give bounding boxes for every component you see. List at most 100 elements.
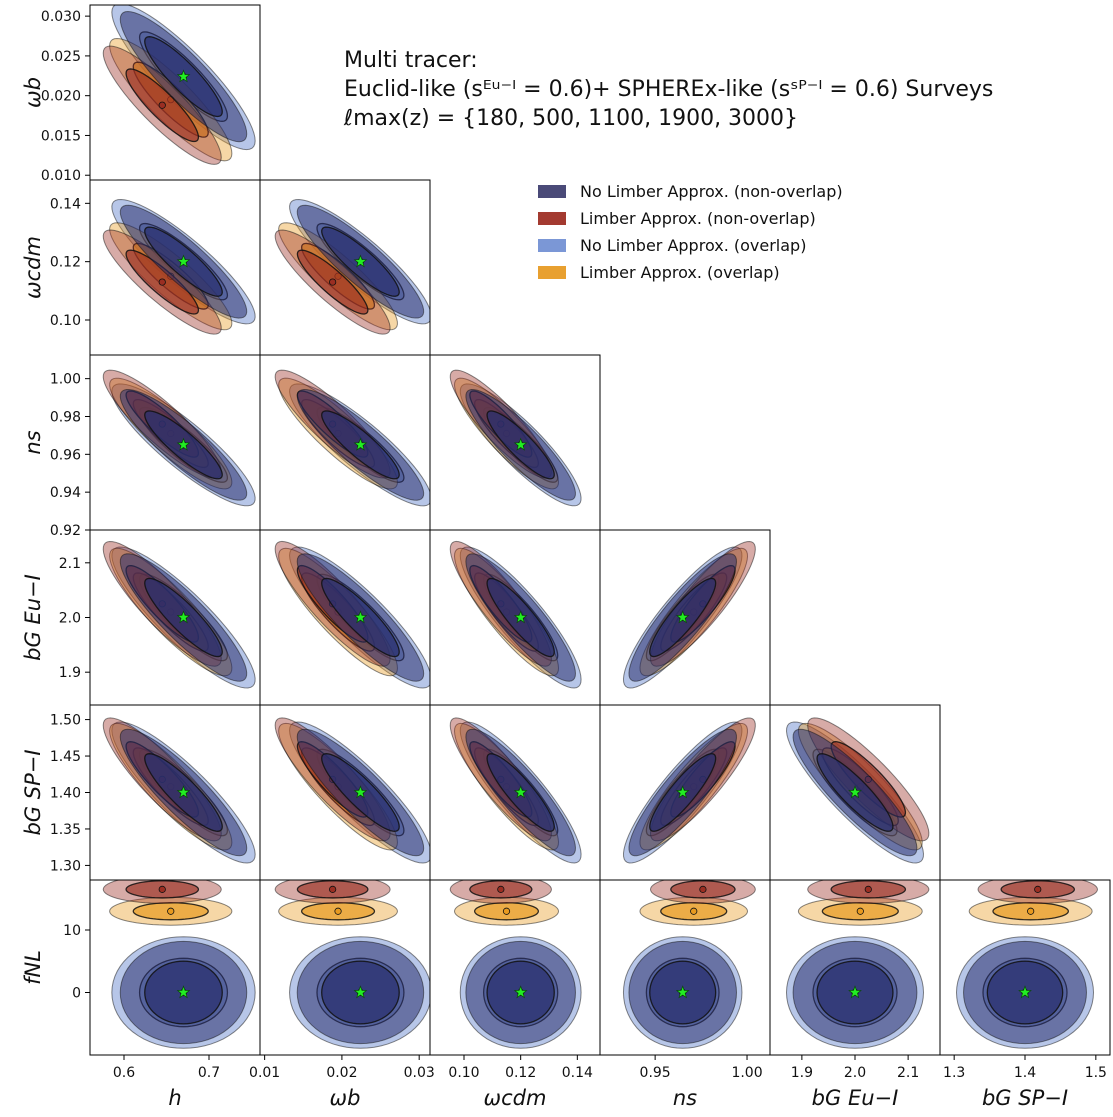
- x-tick-label: 1.4: [1014, 1065, 1036, 1081]
- y-tick-label: 0.010: [41, 168, 81, 184]
- y-tick-label: 1.00: [50, 372, 81, 388]
- y-tick-label: 0.12: [50, 255, 81, 271]
- y-axis-label: ωcdm: [21, 236, 45, 299]
- legend-swatch: [538, 185, 566, 198]
- x-axis-label: ωcdm: [484, 1086, 547, 1110]
- y-tick-label: 0.10: [50, 313, 81, 329]
- panel-omega_b-omega_cdm: [274, 198, 430, 335]
- x-tick-label: 2.1: [897, 1065, 919, 1081]
- fiducial-star: [176, 254, 191, 268]
- x-axis-label: h: [168, 1086, 181, 1110]
- series-center-point: [158, 278, 166, 286]
- legend-item: No Limber Approx. (overlap): [538, 232, 843, 259]
- panel-b_G_Eu-b_G_SP: [786, 717, 930, 864]
- figure-title: Multi tracer: Euclid-like (sᴱᵘ⁻ᴵ = 0.6)+…: [344, 46, 993, 133]
- panel-b_G_Eu-f_NL: [785, 880, 930, 1049]
- y-tick-label: 1.30: [50, 858, 81, 874]
- fiducial-star: [513, 985, 528, 999]
- legend: No Limber Approx. (non-overlap) Limber A…: [538, 178, 843, 286]
- legend-label: Limber Approx. (non-overlap): [580, 209, 816, 228]
- fiducial-star: [353, 437, 368, 451]
- fiducial-star: [353, 985, 368, 999]
- title-line-3: ℓmax(z) = {180, 500, 1100, 1900, 3000}: [344, 106, 799, 131]
- x-tick-label: 0.01: [249, 1065, 280, 1081]
- legend-item: No Limber Approx. (non-overlap): [538, 178, 843, 205]
- legend-label: Limber Approx. (overlap): [580, 263, 780, 282]
- y-tick-label: 2.0: [59, 611, 81, 627]
- series-center-point: [497, 885, 505, 893]
- series-center-point: [856, 907, 864, 915]
- x-tick-label: 0.95: [640, 1065, 671, 1081]
- series-center-point: [329, 885, 337, 893]
- panel-omega_cdm-f_NL: [449, 880, 582, 1049]
- fiducial-star: [675, 985, 690, 999]
- x-tick-label: 2.0: [844, 1065, 866, 1081]
- panel-omega_b-b_G_Eu: [274, 540, 430, 689]
- legend-swatch: [538, 266, 566, 279]
- fiducial-star: [176, 610, 191, 624]
- legend-label: No Limber Approx. (overlap): [580, 236, 807, 255]
- x-tick-label: 1.9: [791, 1065, 813, 1081]
- panel-b_G_SP-f_NL: [955, 880, 1098, 1049]
- x-tick-label: 0.02: [326, 1065, 357, 1081]
- panel-h-n_s: [102, 369, 256, 507]
- panel-omega_b-b_G_SP: [274, 717, 430, 864]
- x-tick-label: 1.00: [731, 1065, 762, 1081]
- fiducial-star: [353, 610, 368, 624]
- fiducial-star: [1018, 985, 1032, 999]
- legend-item: Limber Approx. (overlap): [538, 259, 843, 286]
- axes-layer: 0.0100.0150.0200.0250.030ωb0.100.120.14ω…: [21, 4, 1111, 1110]
- fiducial-star: [176, 437, 191, 451]
- y-axis-label: ns: [21, 430, 45, 454]
- y-tick-label: 1.50: [50, 713, 81, 729]
- title-line-2: Euclid-like (sᴱᵘ⁻ᴵ = 0.6)+ SPHEREx-like …: [344, 77, 994, 102]
- title-line-1: Multi tracer:: [344, 48, 478, 73]
- series-center-point: [167, 907, 175, 915]
- y-tick-label: 1.35: [50, 822, 81, 838]
- fiducial-star: [848, 785, 862, 799]
- panel-h-omega_b: [102, 5, 256, 165]
- y-axis-label: bG Eu−I: [21, 574, 45, 661]
- y-tick-label: 0.94: [50, 485, 81, 501]
- y-tick-label: 0.030: [41, 9, 81, 25]
- fiducial-star: [675, 610, 690, 624]
- y-tick-label: 10: [63, 923, 81, 939]
- panel-n_s-b_G_SP: [622, 717, 756, 864]
- x-tick-label: 0.6: [113, 1065, 135, 1081]
- y-tick-label: 2.1: [59, 556, 81, 572]
- y-axis-label: bG SP−I: [21, 749, 45, 835]
- x-tick-label: 0.10: [448, 1065, 479, 1081]
- y-tick-label: 0.96: [50, 447, 81, 463]
- series-center-point: [1027, 907, 1035, 915]
- panel-h-b_G_Eu: [102, 540, 256, 689]
- legend-swatch: [538, 239, 566, 252]
- x-axis-label: bG Eu−I: [812, 1086, 899, 1110]
- legend-label: No Limber Approx. (non-overlap): [580, 182, 843, 201]
- series-center-point: [690, 907, 698, 915]
- fiducial-star: [176, 985, 191, 999]
- fiducial-star: [848, 985, 862, 999]
- fiducial-star: [176, 69, 191, 83]
- y-tick-label: 0.015: [41, 128, 81, 144]
- panel-h-omega_cdm: [102, 198, 256, 335]
- series-center-point: [502, 907, 511, 915]
- panel-omega_b-n_s: [274, 369, 430, 507]
- y-tick-label: 1.45: [50, 749, 81, 765]
- x-axis-label: bG SP−I: [982, 1086, 1068, 1110]
- fiducial-star: [176, 785, 191, 799]
- y-tick-label: 0: [72, 986, 81, 1002]
- y-tick-label: 1.9: [59, 665, 81, 681]
- y-tick-label: 0.14: [50, 196, 81, 212]
- series-center-point: [158, 885, 166, 893]
- x-tick-label: 1.3: [943, 1065, 965, 1081]
- y-tick-label: 0.020: [41, 89, 81, 105]
- x-axis-label: ns: [673, 1086, 697, 1110]
- fiducial-star: [513, 610, 528, 624]
- x-tick-label: 1.5: [1085, 1065, 1107, 1081]
- series-center-point: [334, 907, 342, 915]
- panel-omega_cdm-n_s: [449, 369, 582, 507]
- legend-swatch: [538, 212, 566, 225]
- fiducial-star: [353, 785, 368, 799]
- y-axis-label: ωb: [21, 77, 45, 108]
